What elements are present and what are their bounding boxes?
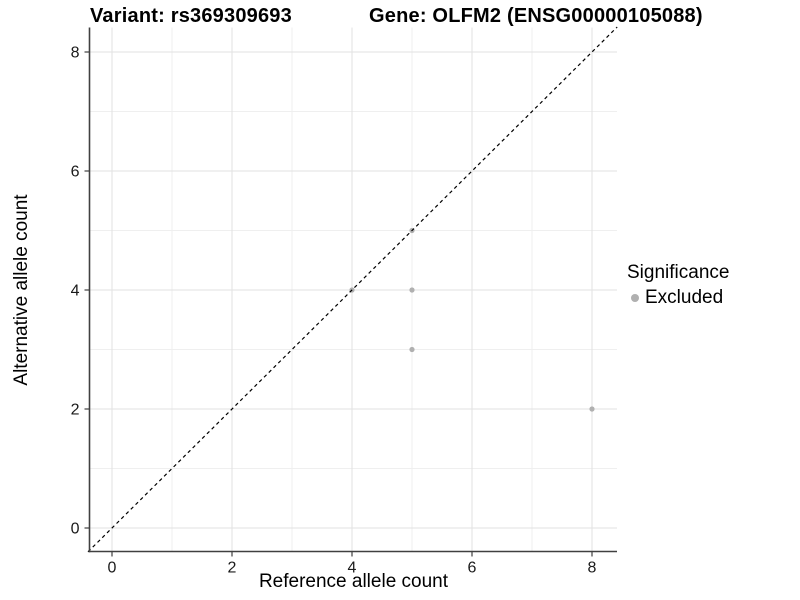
x-tick-label: 4 [348,560,357,577]
data-point [409,287,415,293]
y-axis-title: Alternative allele count [11,194,32,386]
y-tick-label: 0 [71,521,80,538]
y-tick-label: 2 [71,402,80,419]
legend: Significance Excluded [627,262,729,309]
data-point [409,346,415,353]
legend-item-label: Excluded [645,287,724,308]
legend-item-excluded: Excluded [627,287,729,309]
plot-title-gene: Gene: OLFM2 (ENSG00000105088) [369,5,703,27]
plot-title-variant: Variant: rs369309693 [90,5,292,27]
x-tick-label: 6 [468,560,477,577]
x-axis-title: Reference allele count [258,571,449,592]
legend-title: Significance [627,262,730,283]
y-tick-label: 4 [71,283,80,300]
y-tick-label: 6 [71,164,80,181]
y-tick-label: 8 [71,45,80,62]
x-tick-label: 0 [108,560,117,577]
legend-key-point-icon [631,294,639,302]
x-tick-label: 8 [588,560,597,577]
data-point [589,406,595,412]
x-tick-label: 2 [228,560,237,577]
